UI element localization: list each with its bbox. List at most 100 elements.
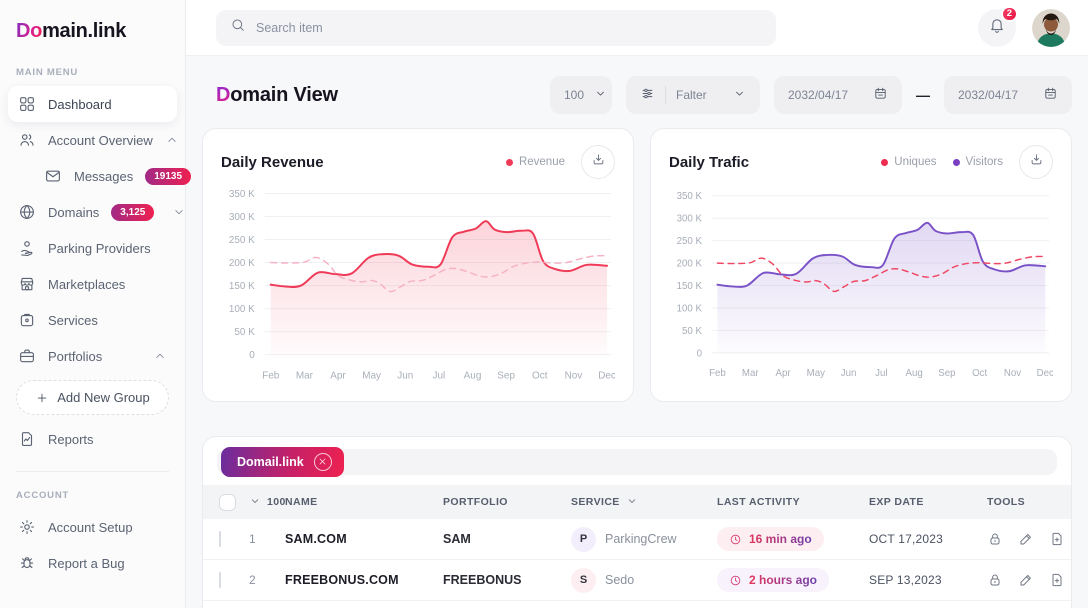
filter-chip-domail-link[interactable]: Domail.link <box>221 447 344 477</box>
sidebar-item-account-setup[interactable]: Account Setup <box>8 509 177 545</box>
add-new-group-label: Add New Group <box>57 390 150 405</box>
bug-icon <box>18 554 36 572</box>
portfolio-name: FREEBONUS <box>443 573 522 587</box>
report-icon <box>18 430 36 448</box>
domain-name: FREEBONUS.COM <box>285 573 399 587</box>
sidebar-item-label: Reports <box>48 431 94 447</box>
last-activity-text: 2 hours ago <box>749 573 818 587</box>
page-controls: 100 Falter 2032/04/17 — <box>550 76 1072 114</box>
filter-icon <box>640 86 655 104</box>
filter-dropdown[interactable]: Falter <box>626 76 760 114</box>
service-name: ParkingCrew <box>605 532 677 546</box>
topbar: 2 <box>186 0 1088 56</box>
row-checkbox[interactable] <box>219 572 221 588</box>
sidebar-item-account-overview[interactable]: Account Overview <box>8 122 177 158</box>
sidebar-item-label: Portfolios <box>48 348 103 364</box>
filter-label: Falter <box>676 88 707 102</box>
svg-text:Feb: Feb <box>262 371 280 382</box>
legend-label: Visitors <box>965 156 1004 168</box>
sidebar-item-reports[interactable]: Reports <box>8 421 177 457</box>
avatar-image <box>1032 8 1070 47</box>
sidebar-item-label: Marketplaces <box>48 276 126 292</box>
page-size-value: 100 <box>564 88 585 102</box>
search-box[interactable] <box>216 9 776 46</box>
sidebar-item-portfolios[interactable]: Portfolios <box>8 338 177 374</box>
select-all-checkbox[interactable] <box>219 493 236 511</box>
download-icon <box>591 152 606 172</box>
plus-icon <box>35 391 49 405</box>
page-size-select[interactable]: 100 <box>550 76 612 114</box>
column-header-count: 100 <box>267 496 286 508</box>
column-header-last-activity[interactable]: LAST ACTIVITY <box>717 496 800 508</box>
tools-cell <box>987 572 1071 588</box>
main-area: 2 Domain View 100 <box>186 0 1088 608</box>
avatar[interactable] <box>1032 8 1070 47</box>
svg-text:Dec: Dec <box>598 371 615 382</box>
mail-icon <box>44 167 62 185</box>
sidebar-item-label: Account Setup <box>48 519 133 535</box>
sidebar-item-messages[interactable]: Messages 19135 <box>8 158 192 194</box>
svg-text:Jun: Jun <box>841 368 857 379</box>
tools-cell <box>987 531 1071 547</box>
page-head: Domain View 100 Falter 2032/04/17 <box>202 76 1072 114</box>
svg-text:300 K: 300 K <box>677 214 703 225</box>
brand-logo[interactable]: Domain.link <box>0 14 185 61</box>
chart-title: Daily Revenue <box>221 153 324 171</box>
svg-text:0: 0 <box>697 348 703 359</box>
clock-icon <box>729 574 742 587</box>
sidebar-item-label: Account Overview <box>48 132 153 148</box>
row-checkbox[interactable] <box>219 531 221 547</box>
date-from-picker[interactable]: 2032/04/17 <box>774 76 902 114</box>
column-header-service[interactable]: SERVICE <box>571 495 717 510</box>
service-cell: P ParkingCrew <box>571 526 717 552</box>
date-range-separator: — <box>916 87 930 103</box>
calendar-icon <box>873 86 888 104</box>
sidebar-item-domains[interactable]: Domains 3,125 <box>8 194 183 230</box>
svg-text:May: May <box>362 371 381 382</box>
notifications-button[interactable]: 2 <box>978 5 1018 47</box>
exp-date: OCT 17,2023 <box>869 532 944 546</box>
lock-icon[interactable] <box>987 572 1003 588</box>
svg-text:Sep: Sep <box>938 368 955 379</box>
page-title-rest: omain View <box>230 83 338 106</box>
svg-text:Jun: Jun <box>397 371 413 382</box>
column-header-portfolio[interactable]: PORTFOLIO <box>443 496 508 508</box>
services-icon <box>18 311 36 329</box>
download-chart-button[interactable] <box>581 145 615 179</box>
svg-text:Jul: Jul <box>875 368 887 379</box>
table-body: 1 SAM.COM SAM P ParkingCrew 16 min ago OCT 17,… <box>203 519 1071 601</box>
sidebar-item-services[interactable]: Services <box>8 302 177 338</box>
column-header-exp-date[interactable]: EXP DATE <box>869 496 924 508</box>
legend-item-revenue: Revenue <box>505 156 565 168</box>
date-to-picker[interactable]: 2032/04/17 <box>944 76 1072 114</box>
svg-text:250 K: 250 K <box>229 235 255 246</box>
column-header-name[interactable]: NAME <box>285 496 318 508</box>
sidebar-item-parking-providers[interactable]: Parking Providers <box>8 230 177 266</box>
sidebar-section-account-label: ACCOUNT <box>16 490 70 501</box>
search-input[interactable] <box>256 20 762 35</box>
calendar-icon <box>1043 86 1058 104</box>
table-row-freebonus-com[interactable]: 2 FREEBONUS.COM FREEBONUS S Sedo 2 hours ago S… <box>203 560 1071 601</box>
edit-icon[interactable] <box>1018 572 1034 588</box>
content: Domain View 100 Falter 2032/04/17 <box>186 56 1088 608</box>
svg-text:300 K: 300 K <box>229 212 255 223</box>
table-row-sam-com[interactable]: 1 SAM.COM SAM P ParkingCrew 16 min ago OCT 17,… <box>203 519 1071 560</box>
file-add-icon[interactable] <box>1049 572 1065 588</box>
edit-icon[interactable] <box>1018 531 1034 547</box>
svg-text:Apr: Apr <box>775 368 791 379</box>
sidebar-item-marketplaces[interactable]: Marketplaces <box>8 266 177 302</box>
download-chart-button[interactable] <box>1019 145 1053 179</box>
parking-icon <box>18 239 36 257</box>
sidebar-item-report-a-bug[interactable]: Report a Bug <box>8 545 177 581</box>
add-new-group-button[interactable]: Add New Group <box>16 380 169 415</box>
topbar-right: 2 <box>978 5 1070 47</box>
svg-text:250 K: 250 K <box>677 236 703 247</box>
chevron-up-icon <box>153 349 167 363</box>
svg-text:350 K: 350 K <box>229 189 255 200</box>
file-add-icon[interactable] <box>1049 531 1065 547</box>
sidebar-item-dashboard[interactable]: Dashboard <box>8 86 177 122</box>
lock-icon[interactable] <box>987 531 1003 547</box>
remove-filter-button[interactable] <box>313 453 332 471</box>
svg-text:Aug: Aug <box>906 368 923 379</box>
